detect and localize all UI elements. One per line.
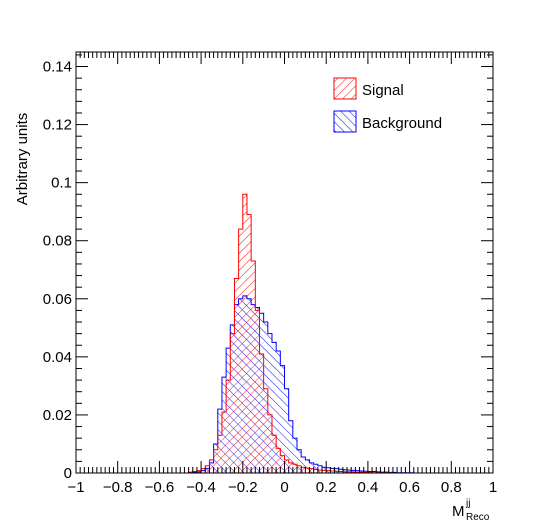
bin-signal-40 — [243, 194, 247, 473]
legend-label-signal: Signal — [362, 82, 404, 99]
y-tick-label: 0 — [64, 465, 72, 482]
bin-signal-34 — [218, 435, 222, 473]
bin-signal-31 — [205, 466, 209, 473]
legend-item-signal: Signal — [333, 77, 404, 100]
x-tick-label: −0.2 — [228, 479, 258, 496]
bin-signal-50 — [285, 460, 289, 473]
bin-signal-42 — [251, 261, 255, 473]
x-tick-label: −0.8 — [103, 479, 133, 496]
x-axis-title-sup: jj — [465, 498, 470, 509]
bin-signal-55 — [305, 468, 309, 473]
x-tick-label: 1 — [489, 479, 497, 496]
bin-signal-46 — [268, 415, 272, 473]
bin-signal-51 — [289, 463, 293, 473]
legend: Signal Background — [333, 77, 442, 133]
bin-signal-54 — [301, 467, 305, 473]
ticks-layer — [75, 52, 494, 474]
bin-signal-41 — [247, 215, 251, 473]
y-tick-label: 0.08 — [43, 233, 72, 250]
y-tick-label: 0.14 — [43, 59, 72, 76]
bin-signal-56 — [310, 469, 314, 473]
series-layer — [76, 193, 493, 474]
bin-signal-43 — [255, 310, 259, 473]
y-tick-label: 0.1 — [51, 175, 72, 192]
x-tick-label: 0.4 — [357, 479, 378, 496]
legend-swatch-background — [333, 110, 357, 133]
y-tick-label: 0.06 — [43, 291, 72, 308]
bin-signal-37 — [230, 334, 234, 473]
bin-signal-30 — [201, 469, 205, 473]
y-tick-label: 0.04 — [43, 349, 72, 366]
x-axis-title: M jj Reco — [452, 498, 490, 523]
y-tick-label: 0.12 — [43, 117, 72, 134]
x-tick-label: −0.4 — [186, 479, 216, 496]
bin-signal-33 — [214, 450, 218, 473]
x-tick-label: 0 — [280, 479, 288, 496]
bin-signal-32 — [209, 460, 213, 473]
tick-labels-layer: −1 −0.8 −0.6 −0.4 −0.2 0 0.2 0.4 0.6 0.8 1 0 0.02 0.0… — [43, 59, 497, 496]
x-tick-label: 0.2 — [316, 479, 337, 496]
bin-signal-35 — [222, 412, 226, 473]
bin-signal-44 — [259, 354, 263, 473]
bin-signal-38 — [234, 278, 238, 473]
bin-signal-45 — [264, 389, 268, 473]
bin-signal-57 — [314, 470, 318, 473]
y-axis-title: Arbitrary units — [14, 113, 31, 206]
x-axis-title-main: M — [452, 503, 465, 520]
x-tick-label: −0.6 — [145, 479, 175, 496]
x-axis-title-sub: Reco — [466, 512, 490, 523]
bin-signal-52 — [293, 464, 297, 473]
series-background — [76, 295, 493, 474]
bin-signal-53 — [297, 466, 301, 473]
bin-signal-36 — [226, 380, 230, 473]
x-tick-label: 0.6 — [399, 479, 420, 496]
bin-signal-48 — [276, 448, 280, 473]
bin-signal-39 — [239, 229, 243, 473]
legend-item-background: Background — [333, 110, 442, 133]
legend-label-background: Background — [362, 115, 442, 132]
x-tick-label: −1 — [67, 479, 84, 496]
legend-swatch-signal — [333, 77, 357, 100]
x-tick-label: 0.8 — [441, 479, 462, 496]
y-tick-label: 0.02 — [43, 407, 72, 424]
bin-signal-47 — [272, 435, 276, 473]
bin-signal-49 — [280, 456, 284, 473]
